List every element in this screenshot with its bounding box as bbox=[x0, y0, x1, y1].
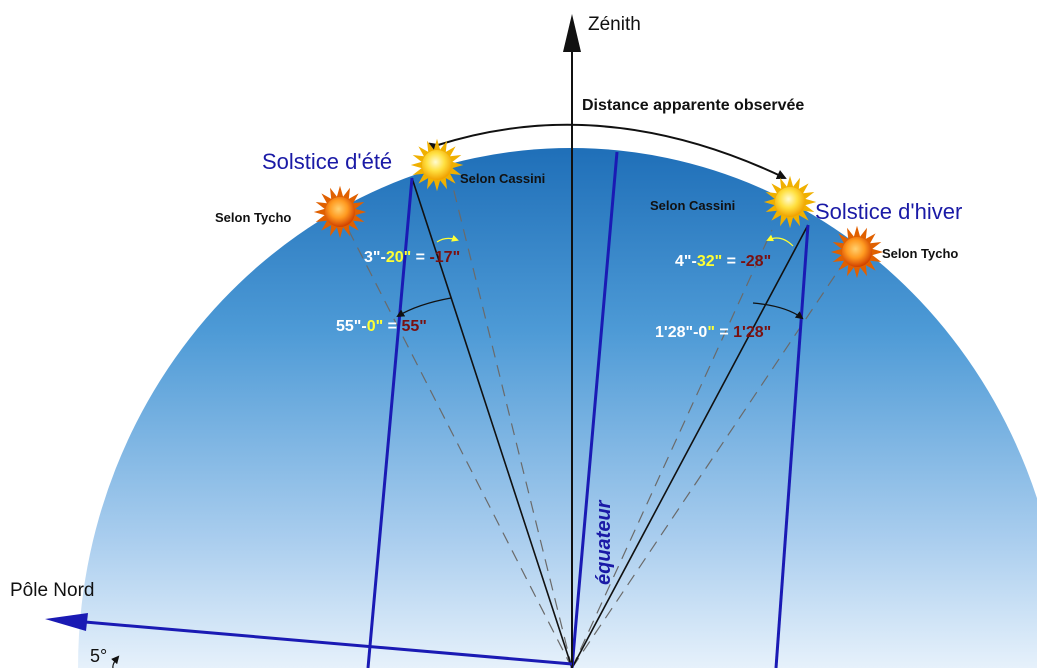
north-pole-label: Pôle Nord bbox=[10, 580, 95, 601]
distance-label: Distance apparente observée bbox=[582, 97, 804, 114]
tycho-right-label: Selon Tycho bbox=[882, 246, 958, 261]
winter-solstice-label: Solstice d'hiver bbox=[815, 199, 962, 224]
zenith-label: Zénith bbox=[588, 14, 641, 35]
north-pole-arrow bbox=[45, 613, 573, 666]
cassini-right-label: Selon Cassini bbox=[650, 198, 735, 213]
sun-icon-cassini-summer bbox=[410, 138, 464, 192]
angle-5-arc bbox=[111, 655, 120, 668]
distance-arc bbox=[428, 123, 787, 180]
angle-arc-summer-bottom bbox=[396, 297, 452, 318]
sun-icon-tycho-winter bbox=[830, 225, 884, 279]
winter-bottom-equation: 1'28"-0" = 1'28" bbox=[655, 324, 771, 341]
summer-bottom-equation: 55"-0" = 55" bbox=[336, 318, 427, 335]
sky-dome bbox=[78, 148, 1037, 668]
angle-arc-summer-top bbox=[436, 235, 459, 243]
blue-lines bbox=[366, 151, 810, 668]
summer-solstice-label: Solstice d'été bbox=[262, 149, 392, 174]
summer-top-equation: 3"-20" = -17" bbox=[364, 249, 460, 266]
angle-arc-winter-bottom bbox=[752, 302, 804, 320]
angle-arc-winter-top bbox=[766, 234, 794, 247]
angle-5-label: 5° bbox=[90, 646, 107, 666]
winter-top-equation: 4"-32" = -28" bbox=[675, 253, 771, 270]
solid-sight-lines bbox=[411, 177, 809, 668]
sun-icon-tycho-summer bbox=[313, 185, 367, 239]
suns-group bbox=[313, 138, 884, 279]
dashed-guides bbox=[345, 174, 841, 668]
sun-icon-cassini-winter bbox=[763, 175, 817, 229]
tycho-left-label: Selon Tycho bbox=[215, 210, 291, 225]
cassini-left-label: Selon Cassini bbox=[460, 171, 545, 186]
equator-label: équateur bbox=[593, 499, 615, 585]
